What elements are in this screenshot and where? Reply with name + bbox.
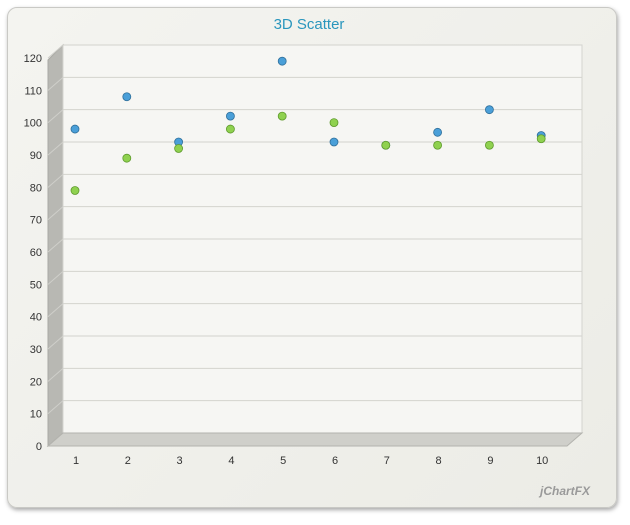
wall-gridline xyxy=(47,335,64,350)
series-1-point[interactable] xyxy=(70,124,80,134)
series-2-point[interactable] xyxy=(381,140,391,150)
y-tick-label: 70 xyxy=(30,215,42,227)
wall-gridline xyxy=(47,109,64,124)
series-2-point[interactable] xyxy=(174,144,184,153)
series-2-point[interactable] xyxy=(433,140,443,150)
y-tick-label: 80 xyxy=(30,182,42,194)
series-2-point[interactable] xyxy=(277,111,287,121)
wall-gridline xyxy=(47,173,64,188)
series-2-point[interactable] xyxy=(536,134,546,144)
x-tick-label: 9 xyxy=(487,455,493,467)
y-tick-label: 0 xyxy=(36,441,42,453)
y-tick-label: 120 xyxy=(24,53,42,65)
y-tick-label: 30 xyxy=(30,344,42,356)
y-tick-label: 20 xyxy=(30,376,42,388)
wall-gridline xyxy=(47,238,64,253)
y-tick-label: 10 xyxy=(30,409,42,421)
wall-gridline xyxy=(47,206,64,221)
x-tick-label: 1 xyxy=(73,455,79,467)
y-tick-label: 50 xyxy=(30,279,42,291)
x-tick-label: 2 xyxy=(125,455,131,467)
series-2-point[interactable] xyxy=(70,186,80,195)
y-tick-label: 40 xyxy=(30,312,42,324)
series-1-point[interactable] xyxy=(433,127,443,137)
x-tick-label: 5 xyxy=(280,455,286,467)
series-2-point[interactable] xyxy=(484,140,494,150)
x-tick-label: 3 xyxy=(177,455,183,467)
y-tick-label: 110 xyxy=(24,85,42,97)
chart-title: 3D Scatter xyxy=(273,16,345,33)
series-2-point[interactable] xyxy=(122,153,132,163)
series-1-point[interactable] xyxy=(484,105,494,115)
wall-gridline xyxy=(47,270,64,285)
series-1-point[interactable] xyxy=(329,137,339,147)
y-tick-label: 60 xyxy=(30,247,42,259)
jchartfx-logo: jChartFX xyxy=(539,484,590,498)
floor xyxy=(46,432,584,447)
wall-gridline xyxy=(47,367,64,382)
x-tick-label: 10 xyxy=(536,455,548,467)
series-2-point[interactable] xyxy=(225,124,235,134)
series-1-point[interactable] xyxy=(277,56,287,66)
x-tick-label: 8 xyxy=(436,455,442,467)
wall-gridline xyxy=(47,141,64,156)
wall-gridline xyxy=(47,400,64,415)
y-tick-label: 90 xyxy=(30,150,42,162)
series-1-point[interactable] xyxy=(225,111,235,121)
wall-gridline xyxy=(47,44,64,59)
wall-gridline xyxy=(47,303,64,318)
series-2-point[interactable] xyxy=(329,118,339,127)
series-1-point[interactable] xyxy=(122,92,132,102)
y-tick-label: 100 xyxy=(24,118,42,130)
wall-gridline xyxy=(47,76,64,91)
x-tick-label: 6 xyxy=(332,455,338,467)
x-tick-label: 7 xyxy=(384,455,390,467)
x-tick-label: 4 xyxy=(228,455,234,467)
